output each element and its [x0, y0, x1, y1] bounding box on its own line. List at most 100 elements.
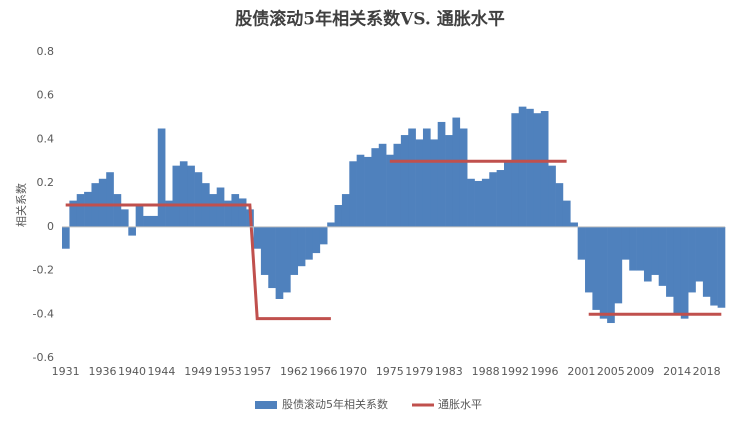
y-tick-label: 0: [47, 220, 54, 233]
bar: [165, 200, 173, 227]
bar: [319, 226, 328, 245]
bar: [260, 226, 269, 275]
x-tick-label: 1970: [339, 365, 367, 378]
bar: [496, 170, 505, 227]
bar: [172, 165, 181, 227]
bar: [113, 194, 122, 227]
bar: [651, 226, 659, 275]
bar: [378, 143, 387, 227]
bar: [533, 113, 542, 227]
bar: [489, 172, 497, 227]
bar: [393, 143, 402, 227]
bar: [341, 194, 350, 227]
bar: [216, 187, 225, 227]
bar: [290, 226, 299, 275]
bar: [268, 226, 276, 289]
bar: [157, 128, 166, 227]
line: [65, 203, 331, 321]
bar: [511, 113, 520, 227]
bar: [673, 226, 682, 315]
bar: [238, 198, 247, 227]
bar: [415, 139, 424, 227]
y-tick-label: -0.4: [33, 307, 54, 320]
x-tick-label: 1975: [376, 365, 404, 378]
bar: [400, 135, 409, 227]
chart-title: 股债滚动5年相关系数VS. 通胀水平: [235, 9, 505, 30]
bar: [349, 161, 357, 227]
bar: [562, 200, 571, 227]
bar: [150, 215, 159, 227]
x-tick-label: 1966: [310, 365, 338, 378]
bar: [187, 165, 195, 227]
bar: [327, 222, 335, 227]
x-tick-label: 2014: [663, 365, 691, 378]
bar: [585, 226, 593, 293]
bar: [710, 226, 718, 306]
bar: [386, 154, 394, 227]
bar: [540, 111, 549, 227]
bar: [106, 172, 114, 227]
bar: [452, 117, 461, 227]
bar: [224, 200, 232, 227]
bar: [305, 226, 313, 260]
bar: [408, 128, 416, 227]
bar: [621, 226, 630, 260]
bar: [592, 226, 601, 310]
bar: [297, 226, 306, 267]
bar: [474, 180, 483, 227]
bar: [481, 178, 490, 227]
bar: [62, 226, 70, 249]
y-tick-label: 0.6: [37, 89, 55, 102]
bar: [98, 178, 107, 227]
bar: [680, 226, 689, 319]
x-tick-label: 1936: [89, 365, 117, 378]
x-tick-label: 1992: [501, 365, 529, 378]
legend-label: 通胀水平: [438, 398, 482, 411]
bar: [548, 165, 556, 227]
x-tick-label: 2009: [626, 365, 654, 378]
bar: [194, 172, 203, 227]
y-tick-label: 0.2: [37, 176, 55, 189]
y-axis-label: 相关系数: [14, 183, 28, 227]
y-tick-label: 0.4: [37, 132, 55, 145]
bar: [504, 161, 512, 227]
bar: [688, 226, 696, 293]
x-tick-label: 1944: [147, 365, 175, 378]
bar: [334, 205, 343, 227]
x-tick-label: 1953: [214, 365, 242, 378]
bar: [364, 156, 372, 227]
bar: [120, 209, 129, 227]
x-tick-label: 1983: [435, 365, 463, 378]
x-tick-label: 1957: [243, 365, 271, 378]
bar: [467, 178, 475, 227]
bar: [518, 106, 527, 227]
bar: [179, 161, 188, 227]
bar: [437, 121, 446, 227]
bar: [445, 135, 453, 227]
bar: [209, 194, 217, 227]
bar: [143, 215, 151, 227]
bar: [636, 226, 645, 271]
bar: [84, 191, 92, 227]
bar: [570, 222, 578, 227]
bar: [614, 226, 623, 304]
bar: [76, 194, 85, 227]
bar: [555, 183, 564, 227]
bar: [135, 205, 144, 227]
bar: [459, 128, 468, 227]
bar: [231, 194, 240, 227]
x-tick-label: 1979: [405, 365, 433, 378]
bar: [658, 226, 667, 286]
bar: [577, 226, 586, 260]
y-tick-label: -0.6: [33, 351, 54, 364]
bar: [253, 226, 262, 249]
bar: [422, 128, 431, 227]
x-tick-label: 1962: [280, 365, 308, 378]
bar: [69, 200, 78, 227]
x-tick-label: 1996: [531, 365, 559, 378]
bar: [371, 148, 380, 227]
bar: [643, 226, 652, 282]
y-tick-label: -0.2: [33, 264, 54, 277]
bar: [312, 226, 321, 254]
